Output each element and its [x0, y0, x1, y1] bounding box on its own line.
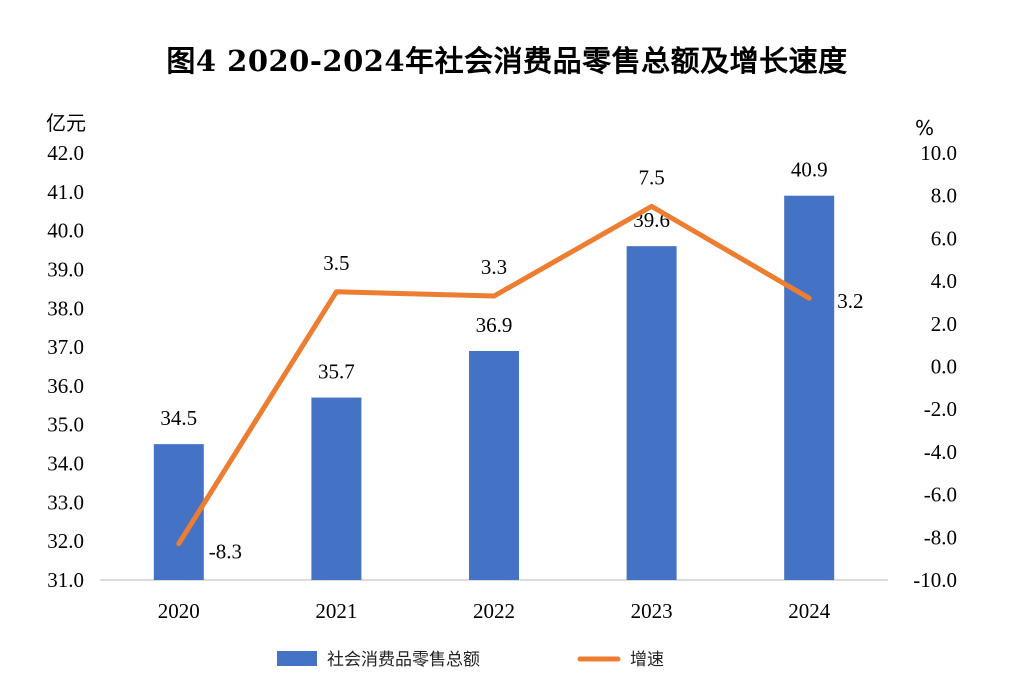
left-tick-label: 38.0: [47, 296, 84, 320]
left-tick-label: 37.0: [47, 335, 84, 359]
left-tick-label: 35.0: [47, 413, 84, 437]
bar-2024: [784, 195, 835, 580]
bar-2023: [626, 246, 677, 580]
right-tick-label: -8.0: [924, 525, 957, 549]
bar-2022: [469, 350, 519, 580]
x-tick-label: 2021: [315, 599, 357, 623]
line-value-label: 3.2: [837, 289, 863, 313]
x-tick-label: 2023: [631, 599, 673, 623]
bar-2021: [311, 397, 362, 580]
x-tick-label: 2024: [788, 599, 831, 623]
left-tick-label: 41.0: [47, 180, 84, 204]
legend: 社会消费品零售总额 增速: [277, 650, 664, 670]
legend-label-bar: 社会消费品零售总额: [327, 650, 480, 670]
left-tick-label: 32.0: [47, 529, 84, 553]
x-tick-label: 2022: [473, 599, 515, 623]
right-tick-label: 2.0: [931, 312, 957, 336]
line-value-label: -8.3: [209, 540, 242, 564]
bar-value-label: 36.9: [476, 313, 513, 337]
left-tick-label: 36.0: [47, 374, 84, 398]
left-tick-label: 31.0: [47, 568, 84, 592]
legend-swatch-bar: [277, 651, 317, 666]
left-tick-label: 39.0: [47, 257, 84, 281]
left-tick-label: 40.0: [47, 219, 84, 243]
line-data-labels: -8.3 3.5 3.3 7.5 3.2: [209, 165, 864, 563]
bar-series: [153, 195, 835, 580]
line-series: [176, 203, 812, 547]
left-axis-unit: 亿元: [46, 111, 86, 135]
right-tick-label: 8.0: [931, 184, 957, 208]
right-axis-unit: %: [915, 116, 934, 140]
right-tick-label: -4.0: [924, 440, 957, 464]
right-axis-ticks: -10.0 -8.0 -6.0 -4.0 -2.0 0.0 2.0 4.0 6.0 8.0 10.0: [913, 141, 957, 592]
left-tick-label: 33.0: [47, 490, 84, 514]
bar-2020: [153, 444, 204, 580]
right-tick-label: 6.0: [931, 226, 957, 250]
line-value-label: 7.5: [638, 165, 664, 189]
left-tick-label: 42.0: [47, 141, 84, 165]
right-tick-label: -10.0: [913, 568, 957, 592]
chart-title: 图4 2020-2024年社会消费品零售总额及增长速度: [166, 44, 848, 78]
legend-label-line: 增速: [630, 650, 664, 670]
x-tick-label: 2020: [158, 599, 200, 623]
right-tick-label: 10.0: [920, 141, 957, 165]
line-value-label: 3.3: [481, 255, 507, 279]
bar-value-label: 35.7: [318, 360, 355, 384]
left-tick-label: 34.0: [47, 452, 84, 476]
right-tick-label: -6.0: [924, 483, 957, 507]
right-tick-label: 0.0: [931, 355, 957, 379]
right-tick-label: -2.0: [924, 397, 957, 421]
left-axis-ticks: 31.0 32.0 33.0 34.0 35.0 36.0 37.0 38.0 39.0 40.0…: [47, 141, 84, 592]
bar-value-label: 40.9: [791, 158, 828, 182]
x-axis-ticks: 2020 2021 2022 2023 2024: [158, 599, 831, 623]
bar-value-label: 34.5: [160, 406, 197, 430]
right-tick-label: 4.0: [931, 269, 957, 293]
line-value-label: 3.5: [323, 251, 349, 275]
